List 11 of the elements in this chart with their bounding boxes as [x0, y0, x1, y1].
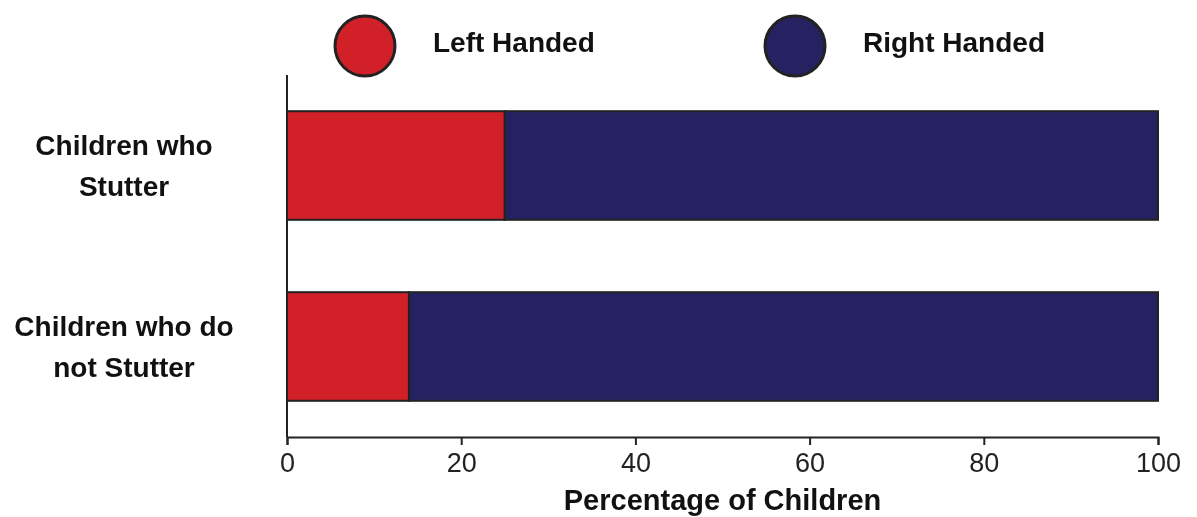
y-tick-label: Children who do not Stutter	[14, 310, 234, 383]
legend-label: Left Handed	[433, 26, 595, 58]
x-tick-label: 40	[620, 448, 651, 479]
x-tick-label: 20	[446, 448, 477, 479]
x-axis-title: Percentage of Children	[563, 484, 882, 516]
legend-label: Right Handed	[863, 26, 1045, 58]
x-tick-label: 100	[1135, 448, 1182, 479]
x-tick-label: 0	[279, 448, 296, 479]
x-tick-label: 80	[969, 448, 1000, 479]
x-tick-label: 60	[795, 448, 826, 479]
y-tick-label: Children who Stutter	[35, 129, 213, 202]
